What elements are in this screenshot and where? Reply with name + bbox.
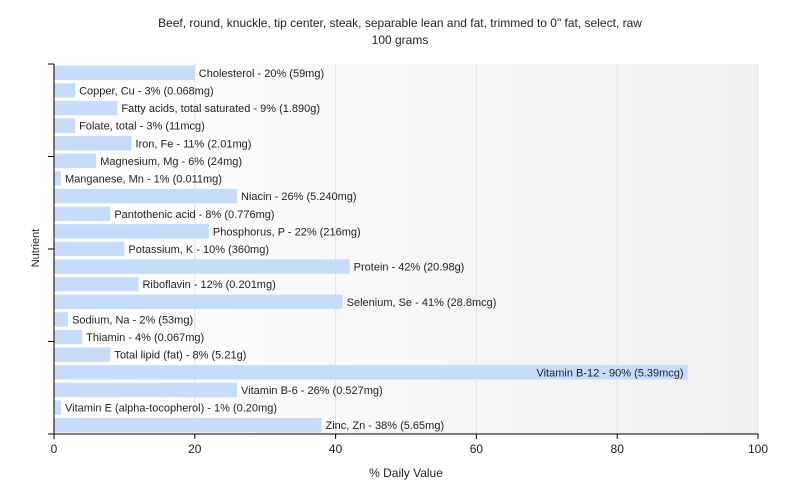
bar-label: Iron, Fe - 11% (2.01mg) [135, 138, 251, 150]
bar [54, 65, 195, 81]
bar [54, 188, 238, 204]
bar-label: Vitamin B-12 - 90% (5.39mcg) [536, 367, 683, 379]
bar-label: Riboflavin - 12% (0.201mg) [142, 279, 275, 291]
chart-title: Beef, round, knuckle, tip center, steak,… [158, 16, 642, 30]
bar-label: Vitamin E (alpha-tocopherol) - 1% (0.20m… [65, 403, 277, 415]
bar [54, 118, 76, 133]
bar-label: Potassium, K - 10% (360mg) [128, 244, 269, 256]
x-tick-label: 60 [470, 442, 484, 456]
bar [54, 382, 238, 398]
bar [54, 241, 125, 257]
bar-label: Pantothenic acid - 8% (0.776mg) [114, 209, 274, 221]
bar [54, 206, 111, 221]
bar [54, 171, 62, 186]
bar-label: Niacin - 26% (5.240mg) [241, 191, 357, 203]
bar [54, 329, 83, 345]
x-tick-label: 0 [51, 442, 58, 456]
bar-label: Manganese, Mn - 1% (0.011mg) [65, 174, 222, 186]
bar-label: Sodium, Na - 2% (53mg) [72, 314, 193, 326]
bar [54, 312, 69, 327]
bar [54, 347, 111, 362]
bar [54, 136, 132, 151]
bar-label: Total lipid (fat) - 8% (5.21g) [114, 350, 246, 362]
bar [54, 83, 76, 98]
bar [54, 417, 322, 433]
bar [54, 224, 209, 239]
bar [54, 100, 118, 116]
bar-label: Folate, total - 3% (11mcg) [79, 121, 205, 133]
bar [54, 400, 62, 415]
bar-label: Fatty acids, total saturated - 9% (1.890… [121, 103, 320, 115]
bar-label: Thiamin - 4% (0.067mg) [86, 332, 204, 344]
bar-label: Cholesterol - 20% (59mg) [199, 68, 324, 80]
x-axis-label: % Daily Value [369, 466, 443, 480]
bar-label: Zinc, Zn - 38% (5.65mg) [326, 420, 445, 432]
x-tick-label: 20 [188, 442, 202, 456]
x-tick-label: 80 [611, 442, 625, 456]
bar [54, 294, 343, 310]
chart-subtitle: 100 grams [371, 33, 429, 47]
bar-label: Protein - 42% (20.98g) [354, 262, 465, 274]
bar [54, 277, 139, 292]
bar-label: Selenium, Se - 41% (28.8mcg) [347, 297, 497, 309]
x-tick-label: 40 [329, 442, 343, 456]
bar-label: Vitamin B-6 - 26% (0.527mg) [241, 385, 383, 397]
bar-label: Magnesium, Mg - 6% (24mg) [100, 156, 242, 168]
bar [54, 365, 688, 380]
x-tick-label: 100 [748, 442, 768, 456]
bar-label: Phosphorus, P - 22% (216mg) [213, 226, 361, 238]
bar [54, 259, 350, 274]
bar [54, 153, 97, 169]
bar-label: Copper, Cu - 3% (0.068mg) [79, 85, 214, 97]
